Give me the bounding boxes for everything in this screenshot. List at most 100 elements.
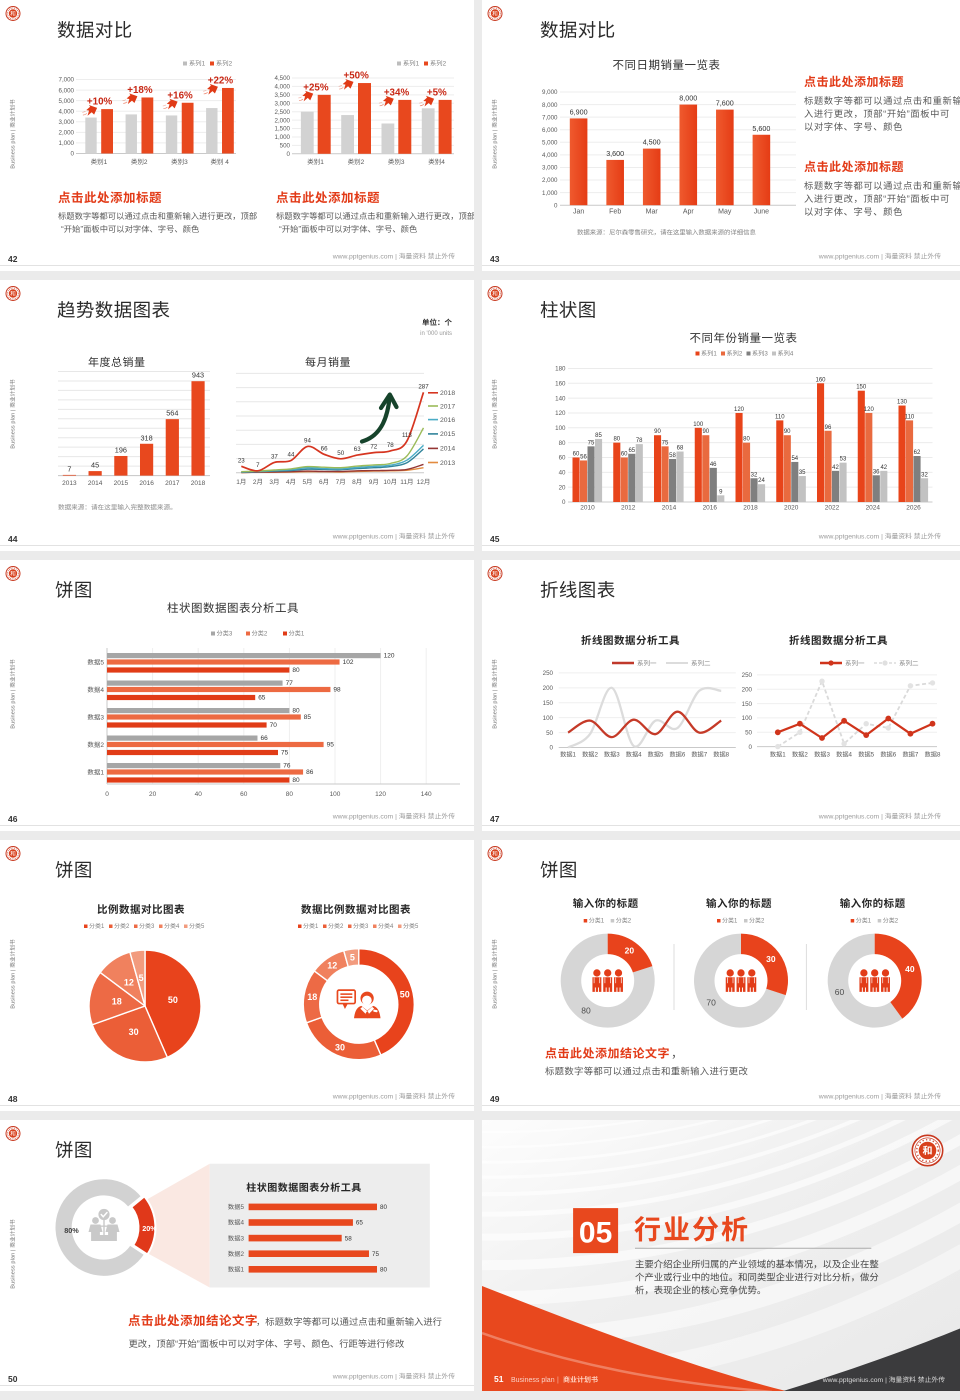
svg-text:分类1: 分类1	[589, 917, 605, 925]
svg-text:50: 50	[8, 1374, 18, 1384]
svg-text:120: 120	[734, 407, 745, 413]
svg-text:1,500: 1,500	[275, 126, 291, 133]
svg-text:数据6: 数据6	[669, 751, 685, 759]
svg-text:系列一: 系列一	[845, 660, 865, 668]
svg-text:35: 35	[799, 470, 806, 476]
svg-text:3,000: 3,000	[542, 165, 558, 172]
svg-text:4,000: 4,000	[542, 152, 558, 159]
svg-text:4,500: 4,500	[643, 138, 661, 147]
svg-text:943: 943	[192, 371, 204, 380]
svg-text:2015: 2015	[440, 431, 455, 438]
svg-text:2014: 2014	[662, 505, 677, 512]
svg-text:分类1: 分类1	[303, 922, 319, 930]
svg-text:分类1: 分类1	[856, 917, 872, 925]
svg-text:80: 80	[292, 707, 300, 714]
svg-text:180: 180	[555, 366, 566, 373]
svg-text:数据4: 数据4	[626, 751, 642, 759]
svg-text:数据8: 数据8	[925, 751, 941, 759]
svg-text:8,000: 8,000	[542, 102, 558, 109]
svg-text:77: 77	[286, 680, 294, 687]
svg-text:120: 120	[555, 410, 566, 417]
svg-text:8,000: 8,000	[679, 94, 697, 103]
svg-text:分类4: 分类4	[164, 922, 180, 930]
svg-text:数据5: 数据5	[648, 751, 664, 759]
svg-text:分类3: 分类3	[353, 922, 369, 930]
svg-text:3,500: 3,500	[275, 92, 291, 99]
svg-text:行业分析: 行业分析	[634, 1215, 750, 1245]
svg-text:80: 80	[743, 437, 750, 443]
svg-text:43: 43	[490, 254, 500, 264]
svg-text:78: 78	[636, 438, 643, 444]
svg-text:50: 50	[337, 450, 344, 457]
svg-text:www.pptgenius.com | 海量资料 禁止外传: www.pptgenius.com | 海量资料 禁止外传	[818, 1093, 941, 1101]
svg-text:20: 20	[625, 946, 635, 956]
svg-text:2020: 2020	[784, 505, 799, 512]
svg-text:系列2: 系列2	[727, 350, 743, 358]
svg-text:58: 58	[345, 1235, 353, 1242]
svg-text:标题数字等都可以通过点击和重新输: 标题数字等都可以通过点击和重新输	[804, 96, 960, 106]
svg-text:60: 60	[835, 987, 845, 997]
svg-text:2018: 2018	[743, 505, 758, 512]
svg-text:系列2: 系列2	[430, 60, 447, 68]
svg-text:36: 36	[873, 469, 880, 475]
svg-text:点击此处添加结论文字: 点击此处添加结论文字	[128, 1314, 258, 1328]
svg-text:6,900: 6,900	[570, 107, 588, 116]
svg-text:类别2: 类别2	[131, 158, 148, 166]
svg-text:单位：个: 单位：个	[422, 318, 452, 327]
svg-text:Apr: Apr	[683, 209, 695, 216]
svg-text:系列4: 系列4	[778, 350, 794, 358]
svg-text:65: 65	[356, 1220, 364, 1227]
svg-text:80: 80	[292, 667, 300, 674]
svg-text:柱状图: 柱状图	[540, 300, 597, 321]
svg-text:75: 75	[281, 749, 289, 756]
svg-text:6月: 6月	[319, 478, 329, 486]
svg-text:0: 0	[287, 151, 291, 158]
svg-text:比例数据对比图表: 比例数据对比图表	[97, 904, 185, 916]
svg-text:44: 44	[8, 534, 18, 544]
svg-text:类别4: 类别4	[428, 158, 445, 166]
svg-text:和: 和	[492, 11, 498, 18]
svg-text:分类2: 分类2	[328, 922, 344, 930]
svg-text:30: 30	[335, 1042, 345, 1052]
svg-text:95: 95	[327, 741, 335, 748]
svg-text:1,000: 1,000	[542, 190, 558, 197]
svg-text:数据4: 数据4	[228, 1219, 245, 1227]
svg-text:系列1: 系列1	[403, 60, 420, 68]
svg-text:56: 56	[580, 454, 587, 460]
svg-text:2018: 2018	[440, 390, 455, 397]
svg-text:系列1: 系列1	[701, 350, 717, 358]
svg-text:Business plan: Business plan	[511, 1377, 555, 1384]
svg-text:分类2: 分类2	[252, 630, 268, 638]
svg-text:45: 45	[91, 461, 99, 470]
svg-text:05: 05	[579, 1217, 612, 1250]
svg-text:1月: 1月	[236, 478, 246, 486]
svg-text:类别 4: 类别 4	[210, 158, 229, 166]
svg-text:www.pptgenius.com | 海量资料 禁止外传: www.pptgenius.com | 海量资料 禁止外传	[332, 533, 455, 541]
svg-text:66: 66	[261, 735, 269, 742]
svg-text:数据8: 数据8	[713, 751, 729, 759]
svg-text:数据来源：请在这里输入完整数据来源。: 数据来源：请在这里输入完整数据来源。	[58, 504, 177, 512]
svg-text:数据对比: 数据对比	[57, 20, 133, 41]
svg-text:1,000: 1,000	[275, 134, 291, 141]
svg-text:100: 100	[330, 791, 341, 798]
svg-text:113: 113	[402, 432, 412, 439]
svg-text:60: 60	[559, 455, 566, 462]
svg-text:200: 200	[543, 685, 554, 692]
svg-text:2017: 2017	[440, 403, 455, 410]
svg-text:564: 564	[166, 409, 178, 418]
svg-text:80: 80	[380, 1267, 388, 1274]
svg-text:42: 42	[880, 465, 887, 471]
svg-text:in '000 units: in '000 units	[420, 331, 452, 337]
svg-text:9,000: 9,000	[542, 89, 558, 96]
svg-text:42: 42	[832, 465, 839, 471]
svg-text:2010: 2010	[580, 505, 595, 512]
svg-text:53: 53	[840, 457, 847, 463]
svg-text:65: 65	[258, 694, 266, 701]
svg-text:30: 30	[766, 954, 776, 964]
svg-text:7,600: 7,600	[716, 99, 734, 108]
svg-text:分类4: 分类4	[378, 922, 394, 930]
svg-text:www.pptgenius.com | 海量资料 禁止外传: www.pptgenius.com | 海量资料 禁止外传	[822, 1376, 945, 1384]
svg-text:析，表现企业的核心竞争优势。: 析，表现企业的核心竞争优势。	[635, 1284, 766, 1295]
svg-text:标题数字等都可以通过点击和重新输入进行更改: 标题数字等都可以通过点击和重新输入进行更改	[545, 1066, 749, 1077]
svg-text:50: 50	[745, 730, 752, 737]
